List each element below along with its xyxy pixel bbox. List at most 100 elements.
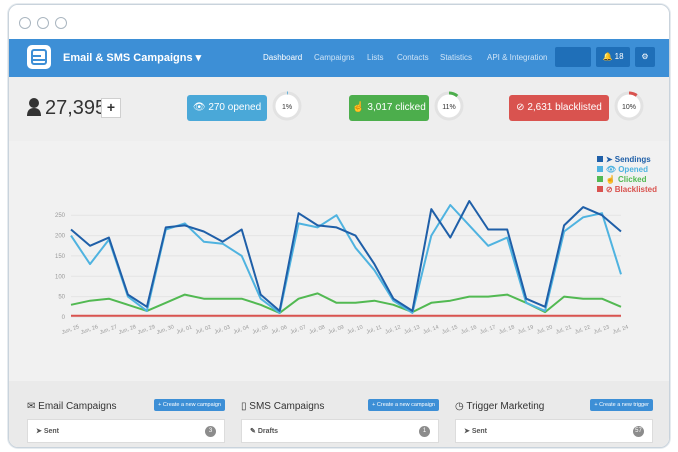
ban-icon: ⊘ (605, 185, 613, 194)
create-sms-campaign-button[interactable]: + Create a new campaign (368, 399, 439, 411)
x-tick-label: Jul, 18 (498, 324, 515, 335)
x-tick-label: Jun, 28 (118, 324, 137, 336)
x-tick-label: Jun, 25 (61, 324, 80, 336)
nav-api-integration[interactable]: API & Integration (487, 53, 548, 62)
trigger-sent-label: ➤ Sent (464, 427, 487, 435)
create-sms-campaign-label: Create a new campaign (376, 402, 435, 408)
sms-drafts-label: ✎ Drafts (250, 427, 278, 435)
y-tick-label: 50 (58, 295, 65, 301)
create-email-campaign-label: Create a new campaign (162, 402, 221, 408)
create-trigger-label: Create a new trigger (599, 402, 649, 408)
pointer-icon: ☝ (605, 175, 616, 184)
trigger-sent-count: 57 (633, 426, 644, 437)
x-tick-label: Jul, 04 (233, 324, 250, 335)
app-logo-icon[interactable] (27, 45, 51, 69)
brand-menu[interactable]: Email & SMS Campaigns ▾ (63, 52, 202, 64)
x-tick-label: Jun, 30 (156, 324, 175, 336)
legend-opened-label: Opened (618, 165, 648, 174)
email-campaigns-title-text: Email Campaigns (38, 401, 117, 412)
send-icon: ➤ (36, 428, 42, 435)
bell-icon: 🔔 (602, 52, 613, 61)
blacklisted-label: 2,631 blacklisted (527, 102, 602, 113)
clicked-percent: 11% (442, 104, 456, 111)
x-tick-label: Jul, 03 (214, 324, 231, 335)
sms-drafts-text: Drafts (257, 428, 279, 435)
x-tick-label: Jul, 22 (574, 324, 591, 335)
create-trigger-button[interactable]: + Create a new trigger (590, 399, 653, 411)
email-sent-count: 3 (205, 426, 216, 437)
y-tick-label: 100 (55, 274, 66, 280)
x-tick-label: Jul, 07 (290, 324, 307, 335)
legend-clicked-label: Clicked (618, 175, 647, 184)
x-tick-label: Jul, 08 (309, 324, 326, 335)
opened-label: 270 opened (208, 102, 262, 113)
blacklisted-ring: 10% (614, 91, 644, 121)
gear-icon: ⚙ (641, 52, 649, 61)
notifications-button[interactable]: 🔔 18 (596, 47, 630, 67)
legend-blacklisted[interactable]: ⊘ Blacklisted (596, 185, 657, 195)
add-contact-button[interactable]: + (101, 98, 121, 118)
blacklisted-badge[interactable]: ⊘ 2,631 blacklisted (509, 95, 609, 121)
email-sent-label: ➤ Sent (36, 427, 59, 435)
close-window-dot[interactable] (19, 17, 31, 29)
contacts-count: 27,395 (45, 97, 107, 119)
x-tick-label: Jun, 29 (137, 324, 156, 336)
blacklisted-percent: 10% (622, 104, 636, 111)
series-line-sendings (70, 200, 622, 312)
x-tick-label: Jul, 15 (441, 324, 458, 335)
edit-icon: ✎ (250, 428, 256, 435)
maximize-window-dot[interactable] (55, 17, 67, 29)
y-tick-label: 150 (55, 254, 66, 260)
email-sent-row[interactable]: ➤ Sent 3 (27, 419, 225, 443)
opened-badge[interactable]: 👁 270 opened (187, 95, 267, 121)
clicked-ring: 11% (434, 91, 464, 121)
legend-sendings-label: Sendings (614, 155, 651, 164)
envelope-icon: ✉ (27, 401, 36, 412)
legend-opened[interactable]: 👁 Opened (596, 165, 657, 175)
trigger-marketing-title: ◷ Trigger Marketing (455, 401, 544, 412)
nav-dashboard[interactable]: Dashboard (263, 53, 303, 62)
y-tick-label: 250 (55, 213, 66, 219)
email-campaigns-title: ✉ Email Campaigns (27, 401, 117, 412)
x-tick-label: Jul, 06 (271, 324, 288, 335)
account-button[interactable] (555, 47, 591, 67)
x-tick-label: Jul, 05 (252, 324, 269, 335)
x-tick-label: Jul, 14 (422, 324, 439, 335)
legend-clicked[interactable]: ☝ Clicked (596, 175, 657, 185)
x-tick-label: Jul, 10 (346, 324, 363, 335)
stats-bar: 27,395 + 👁 270 opened 1% ☝ 3,017 clicked… (9, 77, 669, 142)
y-tick-label: 200 (55, 234, 66, 240)
x-tick-label: Jul, 02 (195, 324, 212, 335)
x-tick-label: Jun, 26 (80, 324, 99, 336)
minimize-window-dot[interactable] (37, 17, 49, 29)
x-tick-label: Jul, 24 (612, 324, 629, 335)
sms-campaigns-title-text: SMS Campaigns (249, 401, 325, 412)
x-tick-label: Jul, 09 (328, 324, 345, 335)
browser-window: Email & SMS Campaigns ▾ Dashboard Campai… (8, 4, 670, 448)
trigger-sent-row[interactable]: ➤ Sent 57 (455, 419, 653, 443)
email-sent-text: Sent (43, 428, 59, 435)
sms-drafts-row[interactable]: ✎ Drafts 1 (241, 419, 439, 443)
legend-sendings[interactable]: ➤ Sendings (596, 155, 657, 165)
x-tick-label: Jul, 13 (403, 324, 420, 335)
opened-ring: 1% (272, 91, 302, 121)
eye-icon: 👁 (605, 165, 616, 174)
nav-campaigns[interactable]: Campaigns (314, 53, 355, 62)
opened-percent: 1% (282, 104, 292, 111)
x-tick-label: Jul, 12 (384, 324, 401, 335)
user-icon (27, 97, 41, 117)
clicked-badge[interactable]: ☝ 3,017 clicked (349, 95, 429, 121)
trigger-marketing-title-text: Trigger Marketing (466, 401, 545, 412)
send-icon: ➤ (464, 428, 470, 435)
title-bar (9, 5, 669, 39)
top-navbar: Email & SMS Campaigns ▾ Dashboard Campai… (9, 39, 669, 77)
chart-area: 0 50 100 150 200 250 Jun, 25 Jun, 26 Jun, 27 Jun,… (9, 141, 669, 381)
create-email-campaign-button[interactable]: + Create a new campaign (154, 399, 225, 411)
settings-button[interactable]: ⚙ (635, 47, 655, 67)
nav-statistics[interactable]: Statistics (440, 53, 473, 62)
x-tick-label: Jul, 01 (176, 324, 193, 335)
nav-lists[interactable]: Lists (367, 53, 384, 62)
nav-contacts[interactable]: Contacts (397, 53, 429, 62)
x-tick-label: Jul, 16 (460, 324, 477, 335)
